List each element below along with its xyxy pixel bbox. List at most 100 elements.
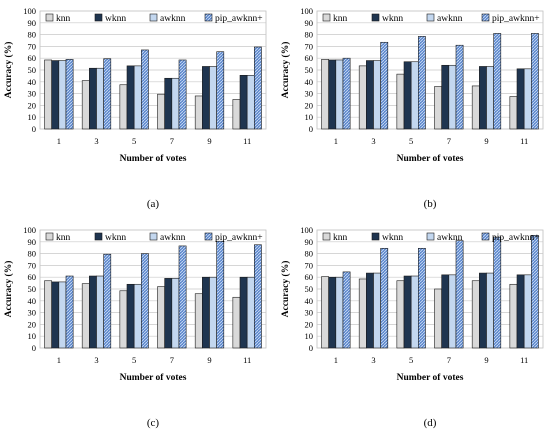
x-tick-label: 5 [132,355,136,365]
bar-knn-9 [471,280,480,349]
legend-swatch [371,232,380,241]
y-tick-label: 20 [305,319,314,329]
y-axis-title: Accuracy (%) [280,261,291,318]
legend-label: knn [56,14,71,24]
bar-pip-awknn-7 [178,59,187,130]
y-tick-label: 10 [28,331,37,341]
legend-swatch [149,232,158,241]
legend-swatch [45,13,54,22]
y-tick-label: 10 [28,112,37,122]
y-tick-label: 50 [28,65,37,75]
y-tick-label: 90 [28,237,37,247]
bar-awknn-7 [448,64,457,130]
bar-knn-7 [434,86,442,130]
x-tick-label: 7 [447,355,451,365]
x-tick-label: 9 [484,136,488,146]
panel-caption: (d) [424,417,437,429]
legend-swatch [94,232,103,241]
bar-awknn-9 [486,66,494,130]
legend-label: pip_awknn+ [492,14,540,24]
y-tick-label: 90 [28,18,37,28]
x-tick-label: 1 [57,136,61,146]
y-tick-label: 40 [28,77,37,87]
legend-swatch [481,13,490,22]
bar-knn-11 [232,99,241,130]
bar-pip-awknn-1 [65,59,74,130]
x-tick-label: 7 [170,136,174,146]
bar-wknn-5 [403,61,412,130]
y-tick-label: 80 [28,249,37,259]
x-axis-title: Number of votes [120,154,187,164]
y-tick-label: 0 [309,343,313,353]
legend-label: wknn [382,233,403,243]
bar-wknn-3 [89,275,97,349]
x-tick-label: 7 [447,136,451,146]
y-axis-title: Accuracy (%) [3,261,14,318]
x-tick-label: 11 [243,355,251,365]
bar-pip-awknn-7 [178,245,187,349]
bar-wknn-11 [516,274,525,349]
bar-knn-3 [81,80,90,130]
bar-knn-7 [157,286,165,349]
legend-swatch [94,13,103,22]
y-tick-label: 60 [28,272,37,282]
x-axis-title: Number of votes [397,154,464,164]
legend-swatch [481,232,490,241]
y-tick-label: 30 [28,89,37,99]
x-tick-label: 3 [94,136,98,146]
bar-pip-awknn-11 [531,235,539,349]
y-tick-label: 80 [305,249,314,259]
bar-wknn-9 [202,276,210,349]
legend-label: pip_awknn+ [215,233,263,243]
bar-pip-awknn-5 [418,247,426,349]
bar-knn-5 [396,280,405,349]
bar-knn-7 [157,93,165,130]
y-tick-label: 70 [305,260,314,270]
y-tick-label: 70 [28,260,37,270]
bar-pip-awknn-5 [418,36,426,130]
y-tick-label: 100 [300,225,313,235]
legend-label: knn [333,233,348,243]
y-tick-label: 90 [305,237,314,247]
bar-knn-11 [509,96,518,130]
bar-wknn-5 [403,275,412,349]
y-tick-label: 20 [28,319,37,329]
panel-caption: (b) [424,198,437,210]
bar-knn-5 [119,290,128,349]
y-tick-label: 10 [305,331,314,341]
bar-wknn-1 [328,59,337,130]
legend-swatch [371,13,380,22]
bar-awknn-3 [96,275,104,349]
bar-awknn-3 [96,67,104,130]
bar-awknn-5 [133,283,142,349]
bar-awknn-11 [523,274,532,349]
y-axis-title: Accuracy (%) [280,42,291,99]
x-tick-label: 7 [170,355,174,365]
y-tick-label: 40 [28,296,37,306]
y-tick-label: 70 [28,41,37,51]
y-tick-label: 90 [305,18,314,28]
bar-knn-9 [194,95,203,130]
legend-label: pip_awknn+ [215,14,263,24]
bar-pip-awknn-11 [254,244,262,349]
y-tick-label: 30 [305,89,314,99]
bar-wknn-9 [479,66,487,130]
bar-knn-1 [44,280,52,349]
legend-label: awknn [437,14,463,24]
bar-wknn-1 [51,60,60,130]
x-tick-label: 1 [334,355,338,365]
bar-knn-5 [396,73,405,130]
y-tick-label: 40 [305,77,314,87]
bar-pip-awknn-5 [141,253,149,349]
x-tick-label: 1 [334,136,338,146]
y-tick-label: 80 [28,30,37,40]
bar-awknn-1 [335,59,344,130]
bar-awknn-1 [58,60,67,130]
bar-pip-awknn-1 [65,275,74,349]
legend-swatch [426,232,435,241]
